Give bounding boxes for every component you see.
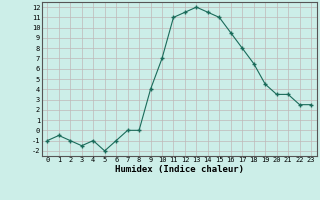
X-axis label: Humidex (Indice chaleur): Humidex (Indice chaleur) (115, 165, 244, 174)
